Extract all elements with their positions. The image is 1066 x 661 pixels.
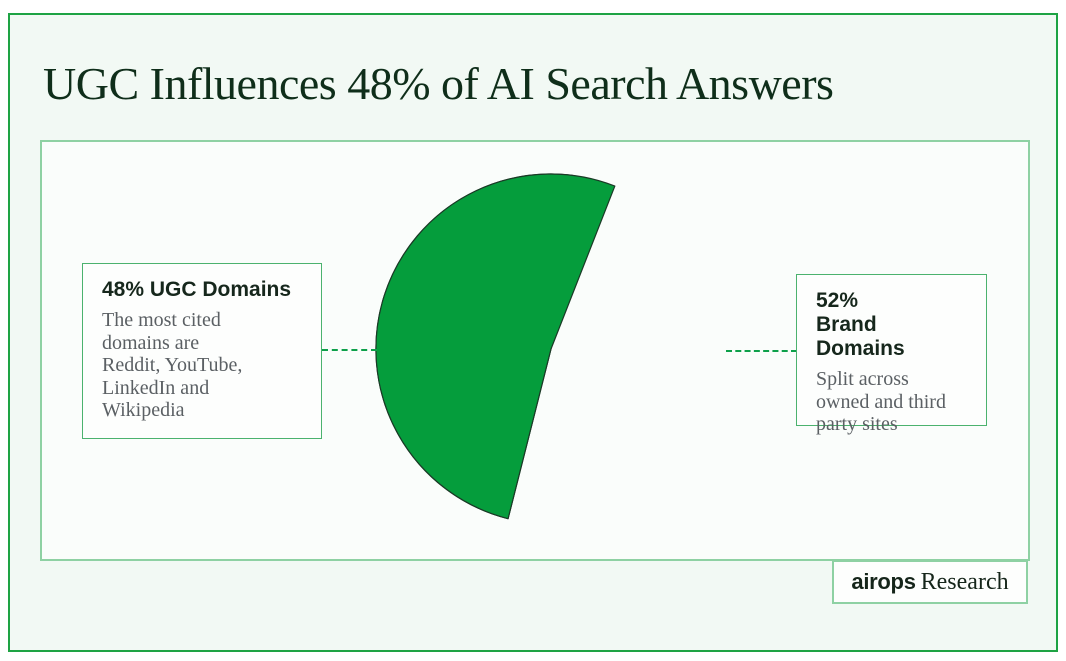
- connector-line-right: [726, 350, 797, 352]
- connector-line-left: [322, 349, 377, 351]
- brand-badge: airops Research: [832, 560, 1028, 604]
- callout-ugc-title: 48% UGC Domains: [102, 278, 292, 301]
- page-title: UGC Influences 48% of AI Search Answers: [43, 58, 834, 109]
- pie-slice-brand-domains: [375, 173, 616, 520]
- brand-logo-airops: airops: [851, 569, 916, 594]
- callout-brand-title: 52% Brand Domains: [816, 289, 905, 360]
- chart-panel: 48% UGC Domains The most cited domains a…: [40, 140, 1030, 561]
- callout-brand-body: Split across owned and third party sites: [816, 368, 946, 435]
- brand-label-research: Research: [920, 569, 1009, 595]
- callout-brand-domains: 52% Brand Domains Split across owned and…: [796, 274, 987, 435]
- callout-ugc-body: The most cited domains are Reddit, YouTu…: [102, 309, 243, 421]
- pie-chart: [375, 173, 616, 520]
- callout-ugc-domains: 48% UGC Domains The most cited domains a…: [82, 263, 322, 439]
- outer-panel: UGC Influences 48% of AI Search Answers …: [8, 13, 1058, 652]
